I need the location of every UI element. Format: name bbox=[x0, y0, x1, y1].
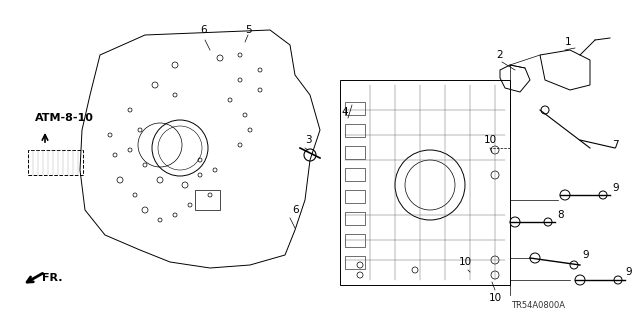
Circle shape bbox=[575, 275, 585, 285]
Circle shape bbox=[541, 106, 549, 114]
Bar bbox=[345, 146, 365, 159]
Text: 9: 9 bbox=[612, 183, 619, 193]
Text: ATM-8-10: ATM-8-10 bbox=[35, 113, 94, 123]
Text: TR54A0800A: TR54A0800A bbox=[511, 300, 565, 309]
Circle shape bbox=[530, 253, 540, 263]
Circle shape bbox=[614, 276, 622, 284]
Text: 6: 6 bbox=[292, 205, 299, 215]
Circle shape bbox=[599, 191, 607, 199]
Text: 1: 1 bbox=[564, 37, 572, 47]
Text: 10: 10 bbox=[488, 293, 502, 303]
Text: 9: 9 bbox=[582, 250, 589, 260]
Text: 6: 6 bbox=[201, 25, 207, 35]
Text: 10: 10 bbox=[483, 135, 497, 145]
Bar bbox=[345, 190, 365, 203]
Bar bbox=[345, 212, 365, 225]
Circle shape bbox=[510, 217, 520, 227]
Bar bbox=[345, 256, 365, 269]
Bar bbox=[345, 102, 365, 115]
Bar bbox=[195, 190, 220, 210]
Circle shape bbox=[560, 190, 570, 200]
Bar bbox=[340, 80, 510, 285]
Text: 4: 4 bbox=[341, 107, 348, 117]
Bar bbox=[345, 124, 365, 137]
Text: 3: 3 bbox=[305, 135, 312, 145]
Text: 7: 7 bbox=[612, 140, 619, 150]
Text: 5: 5 bbox=[244, 25, 252, 35]
Bar bbox=[345, 234, 365, 247]
Text: FR.: FR. bbox=[42, 273, 63, 283]
Circle shape bbox=[544, 218, 552, 226]
Text: 10: 10 bbox=[458, 257, 472, 267]
Bar bbox=[345, 168, 365, 181]
Text: 2: 2 bbox=[497, 50, 503, 60]
Circle shape bbox=[570, 261, 578, 269]
Text: 9: 9 bbox=[625, 267, 632, 277]
Text: 8: 8 bbox=[557, 210, 564, 220]
Bar bbox=[28, 150, 83, 175]
